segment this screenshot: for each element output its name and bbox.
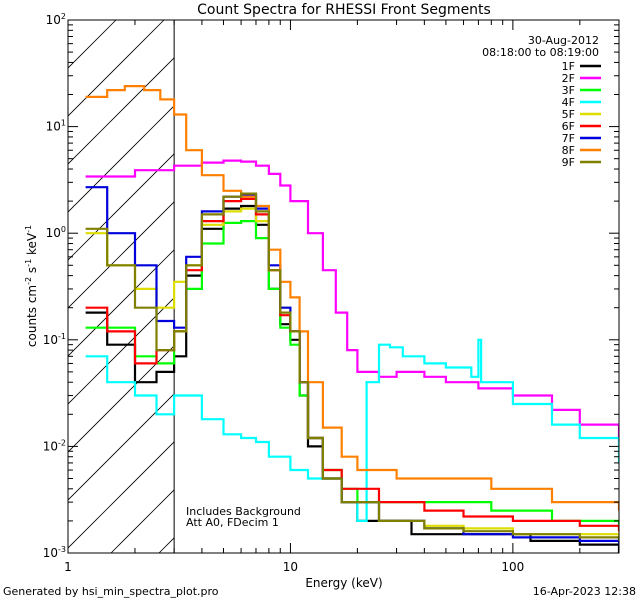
- hatch-line: [68, 105, 175, 213]
- legend-label-1f: 1F: [562, 60, 575, 73]
- legend-label-3f: 3F: [562, 84, 575, 97]
- hatch-line: [68, 20, 117, 69]
- series-line-7f: [85, 186, 619, 545]
- legend-label-8f: 8F: [562, 144, 575, 157]
- legend-date: 30-Aug-2012: [528, 34, 599, 47]
- x-tick-label: 10: [283, 560, 298, 574]
- annotation-attenuator: Att A0, FDecim 1: [186, 516, 279, 529]
- axis-ticks: [67, 19, 620, 554]
- legend-label-9f: 9F: [562, 156, 575, 169]
- legend-label-4f: 4F: [562, 96, 575, 109]
- hatch-line: [68, 393, 175, 501]
- hatch-line: [68, 20, 165, 117]
- plot-frame: [67, 19, 620, 554]
- legend-label-7f: 7F: [562, 132, 575, 145]
- legend-label-5f: 5F: [562, 108, 575, 121]
- legend-label-6f: 6F: [562, 120, 575, 133]
- series-line-8f: [85, 85, 619, 511]
- hatch-line: [68, 57, 175, 165]
- series-line-9f: [85, 192, 619, 541]
- y-tick-label: 102: [46, 12, 66, 27]
- series-group: [85, 85, 619, 553]
- legend-time-range: 08:18:00 to 08:19:00: [482, 46, 599, 59]
- y-tick-label: 101: [46, 119, 66, 134]
- x-tick-label: 100: [501, 560, 524, 574]
- x-axis-label: Energy (keV): [305, 576, 382, 590]
- series-line-3f: [85, 220, 619, 526]
- x-tick-label: 1: [64, 560, 72, 574]
- y-tick-label: 10-3: [43, 545, 66, 560]
- y-axis-label: counts cm-2 s-1 keV-1: [24, 225, 39, 347]
- hatch-line: [68, 201, 175, 309]
- footer-timestamp: 16-Apr-2023 12:38: [533, 585, 636, 598]
- annotation-background: Includes Background: [186, 505, 301, 518]
- hatch-line: [68, 249, 175, 357]
- y-tick-label: 10-1: [43, 332, 66, 347]
- footer-generated-by: Generated by hsi_min_spectra_plot.pro: [3, 585, 219, 598]
- series-line-6f: [85, 197, 619, 532]
- y-tick-label: 10-2: [43, 438, 66, 453]
- series-line-4f: [85, 338, 619, 522]
- hatch-line: [68, 441, 175, 549]
- chart-title: Count Spectra for RHESSI Front Segments: [197, 2, 491, 18]
- legend-label-2f: 2F: [562, 72, 575, 85]
- hatch-line: [68, 345, 175, 453]
- hatched-region: [68, 20, 175, 553]
- series-line-2f: [85, 159, 619, 442]
- y-tick-label: 100: [46, 225, 66, 240]
- hatch-line: [110, 489, 175, 553]
- hatch-line: [68, 153, 175, 261]
